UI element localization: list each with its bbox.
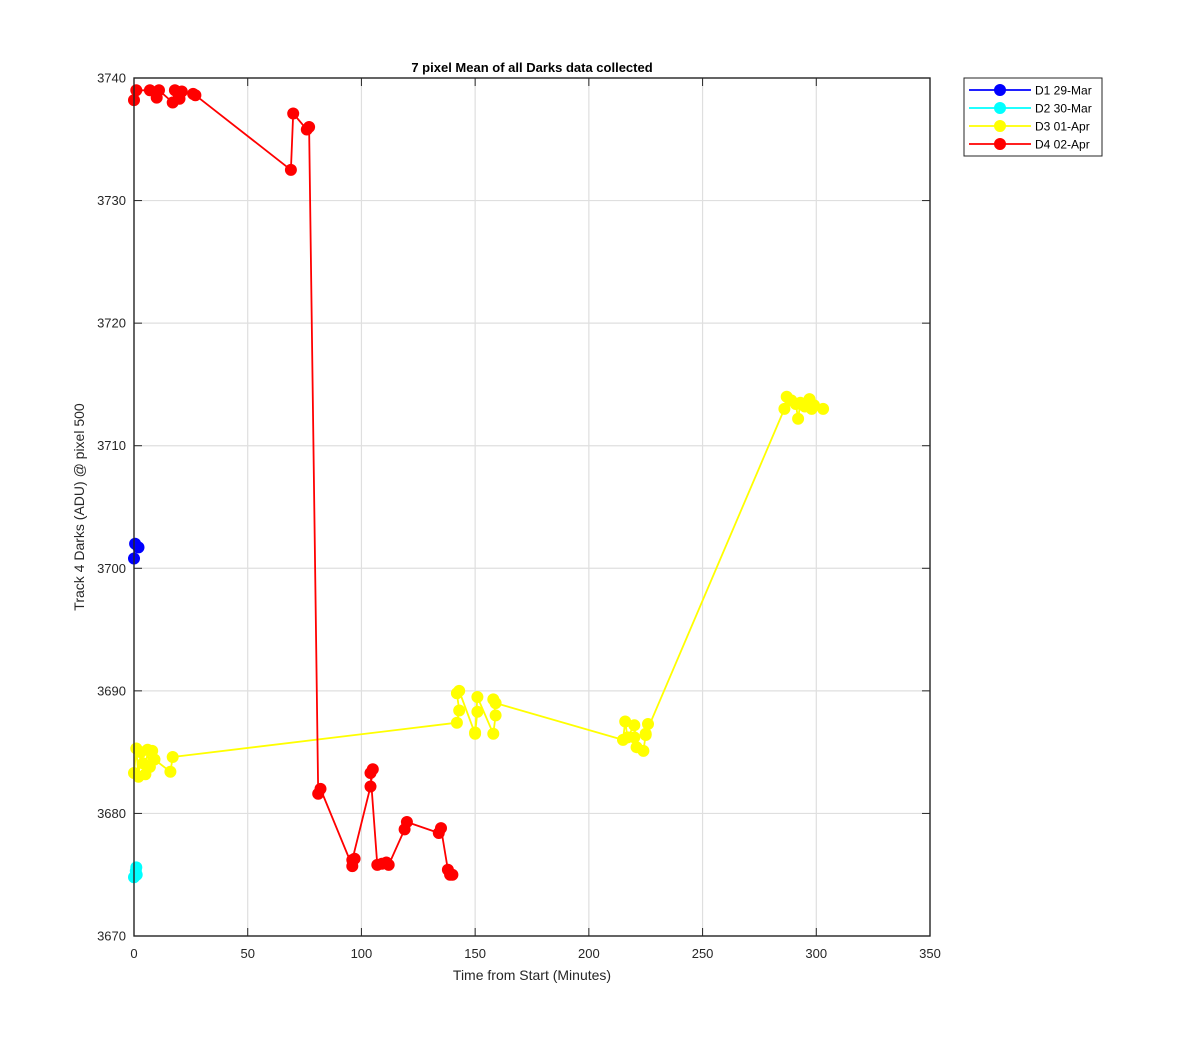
plot-area: [134, 78, 930, 936]
data-point: [382, 858, 395, 871]
data-point: [287, 107, 300, 120]
plot-frame: [133, 77, 931, 937]
data-point: [175, 85, 188, 98]
data-point: [303, 121, 316, 133]
data-point: [435, 822, 447, 835]
chart-title: 7 pixel Mean of all Darks data collected: [411, 60, 652, 75]
legend-label: D1 29-Mar: [1035, 84, 1092, 98]
data-point: [628, 719, 641, 732]
series-group: [128, 84, 830, 884]
ticks: 0 50 100 150 200 250 300 350 3670 3680 3690 3700 371…: [97, 71, 941, 962]
data-point: [471, 705, 484, 718]
x-tick-label: 150: [464, 946, 486, 961]
y-tick-label: 3720: [97, 316, 126, 331]
data-point: [469, 726, 482, 739]
data-point: [489, 697, 502, 710]
legend-label: D4 02-Apr: [1035, 138, 1090, 152]
data-point: [346, 854, 359, 866]
data-point: [164, 765, 177, 778]
y-tick-label: 3700: [97, 561, 126, 576]
x-tick-label: 0: [130, 946, 137, 961]
data-point: [148, 753, 161, 766]
y-tick-label: 3690: [97, 683, 126, 698]
legend-label: D2 30-Mar: [1035, 102, 1092, 116]
legend: D1 29-Mar D2 30-Mar D3 01-Apr D4 02-Apr: [963, 77, 1103, 157]
data-point: [639, 727, 652, 740]
data-point: [284, 163, 297, 176]
data-point: [400, 816, 413, 828]
series-d3-01-apr: [128, 390, 830, 783]
data-point: [130, 84, 143, 97]
legend-label: D3 01-Apr: [1035, 120, 1090, 134]
x-axis-title: Time from Start (Minutes): [453, 967, 611, 983]
data-point: [153, 84, 165, 97]
legend-marker: [994, 138, 1006, 150]
legend-marker: [994, 120, 1006, 132]
y-tick-label: 3710: [97, 438, 126, 453]
data-point: [364, 780, 377, 793]
x-tick-label: 50: [240, 946, 254, 961]
y-tick-label: 3680: [97, 806, 126, 821]
data-point: [453, 704, 466, 717]
data-point: [314, 782, 327, 795]
x-tick-label: 100: [351, 946, 373, 961]
data-point: [487, 727, 500, 740]
y-tick-label: 3670: [97, 929, 126, 944]
legend-marker: [994, 102, 1006, 114]
legend-box: [963, 77, 1103, 157]
data-point: [364, 767, 377, 779]
data-point: [637, 744, 650, 757]
legend-marker: [994, 84, 1006, 96]
x-tick-label: 350: [919, 946, 941, 961]
data-point: [450, 716, 463, 729]
y-tick-label: 3730: [97, 193, 126, 208]
data-point: [489, 709, 502, 722]
x-tick-label: 200: [578, 946, 600, 961]
x-tick-label: 300: [805, 946, 827, 961]
data-point: [817, 402, 830, 415]
x-tick-label: 250: [692, 946, 714, 961]
y-axis-title: Track 4 Darks (ADU) @ pixel 500: [71, 403, 87, 611]
series-d4-02-apr: [128, 84, 459, 881]
data-point: [778, 402, 791, 415]
data-point: [132, 541, 145, 554]
data-point: [642, 718, 654, 730]
data-point: [792, 412, 805, 425]
y-tick-label: 3740: [97, 71, 126, 86]
data-point: [471, 691, 484, 703]
data-point: [453, 684, 466, 697]
data-point: [166, 751, 179, 763]
data-point: [446, 868, 459, 881]
data-point: [628, 731, 641, 744]
data-point: [189, 89, 202, 102]
data-point: [129, 865, 142, 877]
